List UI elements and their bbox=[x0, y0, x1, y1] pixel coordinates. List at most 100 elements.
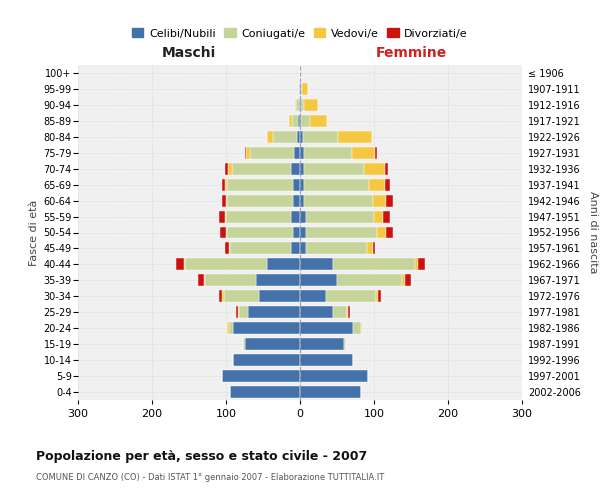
Bar bbox=[230, 242, 291, 254]
Bar bbox=[374, 210, 383, 222]
Bar bbox=[302, 83, 308, 95]
Bar bbox=[224, 162, 228, 174]
Bar bbox=[300, 226, 306, 238]
Bar bbox=[383, 210, 389, 222]
Bar bbox=[385, 178, 390, 190]
Text: Femmine: Femmine bbox=[376, 46, 446, 60]
Bar bbox=[221, 178, 225, 190]
Bar bbox=[218, 290, 222, 302]
Bar bbox=[291, 210, 300, 222]
Bar bbox=[301, 99, 304, 111]
Bar bbox=[402, 274, 405, 286]
Text: Popolazione per età, sesso e stato civile - 2007: Popolazione per età, sesso e stato civil… bbox=[36, 450, 367, 463]
Bar bbox=[300, 274, 337, 286]
Bar bbox=[386, 194, 392, 206]
Bar bbox=[226, 226, 227, 238]
Bar bbox=[300, 147, 304, 158]
Bar bbox=[348, 306, 350, 318]
Bar bbox=[266, 258, 300, 270]
Bar bbox=[204, 274, 205, 286]
Bar bbox=[243, 338, 245, 350]
Bar bbox=[239, 306, 248, 318]
Bar bbox=[245, 338, 300, 350]
Bar bbox=[300, 210, 306, 222]
Bar bbox=[300, 194, 304, 206]
Bar bbox=[250, 147, 294, 158]
Bar bbox=[185, 258, 266, 270]
Bar bbox=[184, 258, 185, 270]
Bar bbox=[232, 162, 291, 174]
Bar bbox=[225, 242, 229, 254]
Bar bbox=[256, 274, 300, 286]
Bar bbox=[222, 370, 300, 382]
Bar bbox=[353, 322, 361, 334]
Bar bbox=[300, 322, 353, 334]
Bar bbox=[304, 162, 364, 174]
Y-axis label: Fasce di età: Fasce di età bbox=[29, 200, 39, 266]
Bar bbox=[226, 194, 227, 206]
Bar bbox=[352, 147, 376, 158]
Bar bbox=[304, 194, 373, 206]
Bar bbox=[378, 290, 380, 302]
Bar bbox=[300, 83, 301, 95]
Bar bbox=[248, 306, 300, 318]
Bar bbox=[289, 115, 292, 127]
Bar bbox=[310, 115, 326, 127]
Bar bbox=[347, 306, 348, 318]
Bar bbox=[233, 322, 300, 334]
Bar bbox=[225, 178, 227, 190]
Bar bbox=[334, 306, 347, 318]
Bar bbox=[304, 147, 352, 158]
Bar bbox=[294, 147, 300, 158]
Bar bbox=[222, 290, 224, 302]
Bar bbox=[227, 194, 293, 206]
Bar bbox=[300, 131, 303, 143]
Bar bbox=[405, 274, 411, 286]
Bar bbox=[373, 242, 376, 254]
Bar bbox=[297, 131, 300, 143]
Bar bbox=[300, 242, 306, 254]
Bar bbox=[227, 322, 229, 334]
Bar bbox=[344, 338, 346, 350]
Bar bbox=[334, 258, 415, 270]
Bar bbox=[295, 99, 296, 111]
Bar bbox=[306, 210, 374, 222]
Bar bbox=[300, 162, 304, 174]
Bar bbox=[205, 274, 256, 286]
Bar bbox=[236, 306, 238, 318]
Bar bbox=[306, 226, 377, 238]
Bar bbox=[268, 131, 274, 143]
Bar bbox=[274, 131, 297, 143]
Legend: Celibi/Nubili, Coniugati/e, Vedovi/e, Divorziati/e: Celibi/Nubili, Coniugati/e, Vedovi/e, Di… bbox=[128, 24, 472, 43]
Bar bbox=[376, 147, 377, 158]
Bar bbox=[369, 178, 385, 190]
Bar bbox=[259, 290, 300, 302]
Bar bbox=[291, 242, 300, 254]
Bar bbox=[300, 306, 334, 318]
Bar bbox=[246, 147, 250, 158]
Bar bbox=[227, 226, 293, 238]
Bar bbox=[301, 115, 310, 127]
Bar bbox=[218, 210, 224, 222]
Bar bbox=[293, 194, 300, 206]
Bar bbox=[220, 226, 226, 238]
Bar bbox=[224, 210, 226, 222]
Bar bbox=[386, 226, 392, 238]
Bar bbox=[303, 131, 338, 143]
Bar bbox=[364, 162, 385, 174]
Bar bbox=[233, 354, 300, 366]
Bar bbox=[299, 99, 300, 111]
Bar bbox=[223, 194, 226, 206]
Bar bbox=[229, 242, 230, 254]
Bar bbox=[300, 370, 368, 382]
Bar bbox=[300, 338, 344, 350]
Bar bbox=[229, 322, 233, 334]
Bar bbox=[245, 147, 246, 158]
Bar bbox=[230, 386, 300, 398]
Bar bbox=[228, 162, 232, 174]
Bar bbox=[337, 274, 402, 286]
Bar bbox=[238, 306, 239, 318]
Bar bbox=[300, 258, 334, 270]
Bar bbox=[291, 162, 300, 174]
Bar bbox=[299, 83, 300, 95]
